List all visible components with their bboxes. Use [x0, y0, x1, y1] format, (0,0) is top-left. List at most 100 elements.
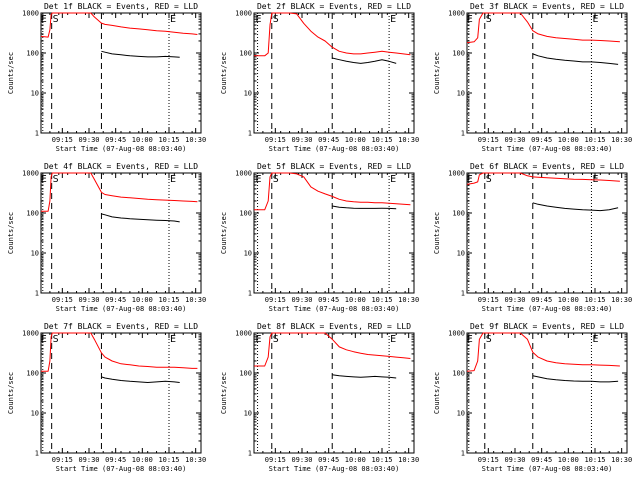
x-tick-label: 10:15	[371, 456, 392, 464]
x-axis-label: Start Time (07-Aug-08 08:03:40)	[269, 465, 400, 473]
axes-frame	[466, 172, 628, 294]
x-tick-label: 10:15	[158, 136, 179, 144]
chart-title: Det 5f BLACK = Events, RED = LLD	[257, 162, 411, 171]
x-tick-label: 09:45	[105, 136, 126, 144]
y-tick-label: 100	[452, 50, 465, 58]
x-tick-label: 10:00	[132, 456, 153, 464]
y-tick-label: 1000	[22, 10, 39, 18]
y-axis-label: Counts/sec	[220, 212, 228, 254]
x-tick-label: 09:45	[105, 456, 126, 464]
marker-e-label: E	[256, 334, 262, 345]
x-tick-label: 10:00	[558, 456, 579, 464]
x-tick-label: 10:30	[398, 296, 419, 304]
lld-series-line	[41, 172, 198, 212]
x-tick-label: 10:15	[371, 136, 392, 144]
events-series-line	[101, 50, 180, 58]
x-axis-label: Start Time (07-Aug-08 08:03:40)	[56, 145, 187, 153]
axes-frame	[40, 332, 202, 454]
x-tick-label: 09:45	[318, 456, 339, 464]
x-tick-label: 09:30	[504, 136, 525, 144]
y-tick-label: 100	[239, 50, 252, 58]
x-axis-label: Start Time (07-Aug-08 08:03:40)	[56, 305, 187, 313]
detector-panel: Det 1f BLACK = Events, RED = LLD 1 10 100 10…	[0, 0, 213, 160]
x-tick-label: 09:30	[291, 136, 312, 144]
y-axis-label: Counts/sec	[220, 52, 228, 94]
y-tick-label: 1000	[448, 330, 465, 338]
y-tick-label: 10	[457, 410, 465, 418]
y-tick-label: 1	[461, 450, 465, 458]
x-tick-label: 09:30	[78, 296, 99, 304]
marker-s-label: S	[486, 174, 492, 185]
y-tick-label: 10	[457, 90, 465, 98]
y-axis-label: Counts/sec	[7, 372, 15, 414]
y-tick-label: 1	[461, 130, 465, 138]
y-tick-label: 100	[26, 50, 39, 58]
marker-s-label: S	[273, 334, 279, 345]
marker-s-label: S	[273, 174, 279, 185]
axes-frame	[466, 12, 628, 134]
marker-e-label: E	[41, 14, 47, 25]
marker-e-label: E	[390, 14, 396, 25]
marker-e-label: E	[256, 174, 262, 185]
detector-panel: Det 2f BLACK = Events, RED = LLD 1 10 100 10…	[213, 0, 426, 160]
lld-series-line	[254, 12, 411, 57]
lld-series-line	[466, 12, 620, 44]
marker-e-label: E	[467, 14, 473, 25]
x-tick-label: 10:00	[132, 136, 153, 144]
x-tick-label: 09:45	[318, 136, 339, 144]
x-axis-label: Start Time (07-Aug-08 08:03:40)	[482, 145, 613, 153]
events-series-line	[101, 376, 180, 383]
y-tick-label: 100	[239, 210, 252, 218]
y-tick-label: 1000	[235, 330, 252, 338]
y-tick-label: 10	[244, 410, 252, 418]
marker-e-label: E	[256, 14, 262, 25]
x-tick-label: 10:30	[185, 296, 206, 304]
detector-panel: Det 6f BLACK = Events, RED = LLD 1 10 100 10…	[426, 160, 639, 320]
x-axis-label: Start Time (07-Aug-08 08:03:40)	[482, 465, 613, 473]
y-tick-label: 100	[452, 370, 465, 378]
events-series-line	[532, 375, 619, 383]
marker-e-label: E	[390, 174, 396, 185]
x-tick-label: 09:15	[265, 296, 286, 304]
x-tick-label: 10:15	[584, 296, 605, 304]
marker-e-label: E	[467, 334, 473, 345]
axes-frame	[253, 12, 415, 134]
axes-frame	[40, 12, 202, 134]
chart-title: Det 9f BLACK = Events, RED = LLD	[470, 322, 624, 331]
x-tick-label: 09:15	[52, 456, 73, 464]
chart-title: Det 1f BLACK = Events, RED = LLD	[44, 2, 198, 11]
y-axis-label: Counts/sec	[433, 52, 441, 94]
x-tick-label: 10:15	[371, 296, 392, 304]
y-axis-label: Counts/sec	[433, 372, 441, 414]
marker-s-label: S	[53, 14, 59, 25]
chart-svg: Det 8f BLACK = Events, RED = LLD 1 10 100 10…	[220, 322, 419, 473]
y-tick-label: 10	[31, 410, 39, 418]
x-tick-label: 10:00	[132, 296, 153, 304]
detector-panel: Det 5f BLACK = Events, RED = LLD 1 10 100 10…	[213, 160, 426, 320]
x-axis-label: Start Time (07-Aug-08 08:03:40)	[269, 305, 400, 313]
chart-title: Det 6f BLACK = Events, RED = LLD	[470, 162, 624, 171]
events-series-line	[101, 213, 180, 223]
x-tick-label: 10:00	[558, 136, 579, 144]
x-tick-label: 10:15	[584, 136, 605, 144]
x-tick-label: 10:30	[185, 136, 206, 144]
y-tick-label: 10	[244, 90, 252, 98]
x-tick-label: 10:30	[611, 136, 632, 144]
x-tick-label: 09:45	[531, 296, 552, 304]
events-series-line	[532, 202, 619, 212]
chart-svg: Det 9f BLACK = Events, RED = LLD 1 10 100 10…	[433, 322, 632, 473]
x-tick-label: 10:00	[345, 296, 366, 304]
lld-series-line	[466, 332, 620, 372]
x-tick-label: 10:30	[398, 456, 419, 464]
marker-e-label: E	[592, 14, 598, 25]
marker-s-label: S	[53, 334, 59, 345]
y-axis-label: Counts/sec	[220, 372, 228, 414]
x-tick-label: 09:15	[478, 456, 499, 464]
marker-s-label: S	[53, 174, 59, 185]
x-tick-label: 09:15	[478, 296, 499, 304]
y-tick-label: 10	[31, 90, 39, 98]
y-tick-label: 1	[461, 290, 465, 298]
x-tick-label: 09:15	[52, 136, 73, 144]
chart-title: Det 7f BLACK = Events, RED = LLD	[44, 322, 198, 331]
